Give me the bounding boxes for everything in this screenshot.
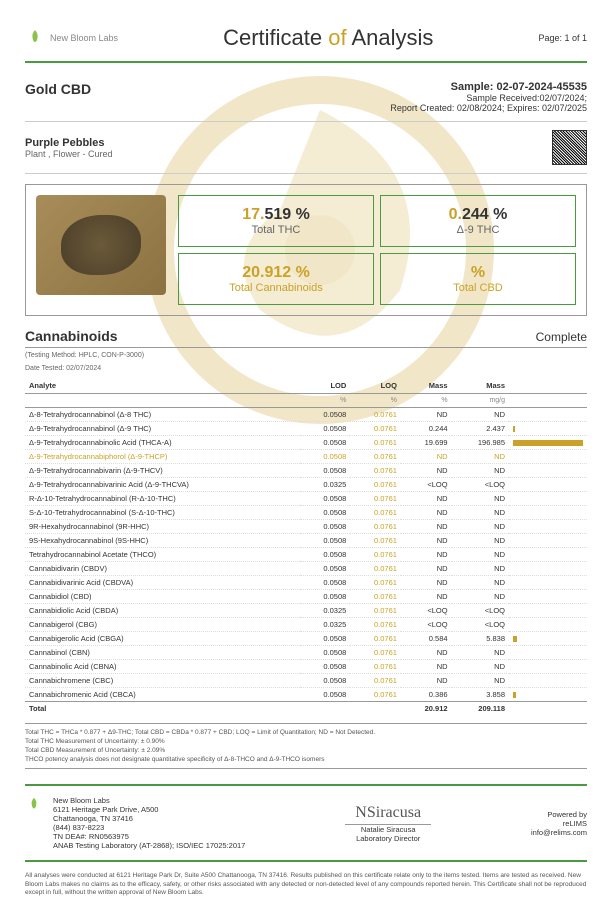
table-row: Cannabidiolic Acid (CBDA)0.03250.0761<LO…	[25, 604, 587, 618]
qr-code	[552, 130, 587, 165]
sig-title: Laboratory Director	[345, 834, 431, 843]
table-row: Δ-9-Tetrahydrocannabiphorol (Δ-9-THCP)0.…	[25, 450, 587, 464]
table-row: Cannabigerol (CBG)0.03250.0761<LOQ<LOQ	[25, 618, 587, 632]
table-row: 9S-Hexahydrocannabinol (9S-HHC)0.05080.0…	[25, 534, 587, 548]
table-row: Tetrahydrocannabinol Acetate (THCO)0.050…	[25, 548, 587, 562]
footer: New Bloom Labs6121 Heritage Park Drive, …	[25, 784, 587, 862]
footer-address: New Bloom Labs6121 Heritage Park Drive, …	[53, 796, 245, 850]
table-row: Δ-8-Tetrahydrocannabinol (Δ-8 THC)0.0508…	[25, 408, 587, 422]
table-row: Cannabidivarinic Acid (CBDVA)0.05080.076…	[25, 576, 587, 590]
lab-name: New Bloom Labs	[50, 33, 118, 43]
section-status: Complete	[536, 330, 587, 344]
table-row: Cannabidiol (CBD)0.05080.0761NDND	[25, 590, 587, 604]
page-title: Certificate of Analysis	[223, 25, 433, 51]
table-row: 9R-Hexahydrocannabinol (9R-HHC)0.05080.0…	[25, 520, 587, 534]
section-head: Cannabinoids Complete	[25, 328, 587, 348]
summary-cell: 20.912 %Total Cannabinoids	[178, 253, 374, 305]
total-row: Total20.912209.118	[25, 702, 587, 716]
product-row: Purple Pebbles Plant , Flower - Cured	[25, 130, 587, 174]
footnotes: Total THC = THCa * 0.877 + Δ9-THC; Total…	[25, 723, 587, 769]
signature-block: NSiracusa Natalie Siracusa Laboratory Di…	[345, 804, 431, 843]
table-row: Cannabichromenic Acid (CBCA)0.05080.0761…	[25, 688, 587, 702]
summary-cell: 17.519 %Total THC	[178, 195, 374, 247]
table-row: Δ-9-Tetrahydrocannabinolic Acid (THCA-A)…	[25, 436, 587, 450]
leaf-icon	[25, 796, 43, 814]
summary-cell: 0.244 %Δ-9 THC	[380, 195, 576, 247]
summary-box: 17.519 %Total THC0.244 %Δ-9 THC20.912 %T…	[25, 184, 587, 316]
section-method: (Testing Method: HPLC, CON-P-3000)	[25, 352, 587, 359]
cannabinoid-table: AnalyteLODLOQMassMass %%%mg/g Δ-8-Tetrah…	[25, 378, 587, 715]
sample-info: Sample: 02-07-2024-45535 Sample Received…	[390, 81, 587, 113]
client-name: Gold CBD	[25, 81, 91, 113]
signature-icon: NSiracusa	[345, 804, 431, 825]
product-type: Plant , Flower - Cured	[25, 149, 113, 159]
leaf-icon	[25, 28, 45, 48]
table-row: Cannabigerolic Acid (CBGA)0.05080.07610.…	[25, 632, 587, 646]
footer-powered: Powered by reLIMS info@relims.com	[531, 810, 587, 837]
table-row: Cannabinol (CBN)0.05080.0761NDND	[25, 646, 587, 660]
summary-cell: %Total CBD	[380, 253, 576, 305]
table-row: Cannabichromene (CBC)0.05080.0761NDND	[25, 674, 587, 688]
table-row: Cannabidivarin (CBDV)0.05080.0761NDND	[25, 562, 587, 576]
sample-received: Sample Received:02/07/2024;	[390, 93, 587, 103]
report-created: Report Created: 02/08/2024; Expires: 02/…	[390, 103, 587, 113]
product-name: Purple Pebbles	[25, 137, 113, 149]
section-tested: Date Tested: 02/07/2024	[25, 365, 587, 372]
table-row: Δ-9-Tetrahydrocannabivarinic Acid (Δ-9-T…	[25, 478, 587, 492]
client-row: Gold CBD Sample: 02-07-2024-45535 Sample…	[25, 73, 587, 122]
page-number: Page: 1 of 1	[538, 33, 587, 43]
sample-id: Sample: 02-07-2024-45535	[390, 81, 587, 93]
table-row: Δ-9-Tetrahydrocannabinol (Δ-9 THC)0.0508…	[25, 422, 587, 436]
header: New Bloom Labs Certificate of Analysis P…	[25, 25, 587, 63]
section-title: Cannabinoids	[25, 328, 118, 344]
table-row: Δ-9-Tetrahydrocannabivarin (Δ-9-THCV)0.0…	[25, 464, 587, 478]
table-row: R-Δ-10-Tetrahydrocannabinol (R-Δ-10-THC)…	[25, 492, 587, 506]
sig-name: Natalie Siracusa	[345, 825, 431, 834]
table-row: S-Δ-10-Tetrahydrocannabinol (S-Δ-10-THC)…	[25, 506, 587, 520]
disclaimer: All analyses were conducted at 6121 Heri…	[25, 872, 587, 897]
table-row: Cannabinolic Acid (CBNA)0.05080.0761NDND	[25, 660, 587, 674]
sample-photo	[36, 195, 166, 295]
lab-logo: New Bloom Labs	[25, 28, 118, 48]
